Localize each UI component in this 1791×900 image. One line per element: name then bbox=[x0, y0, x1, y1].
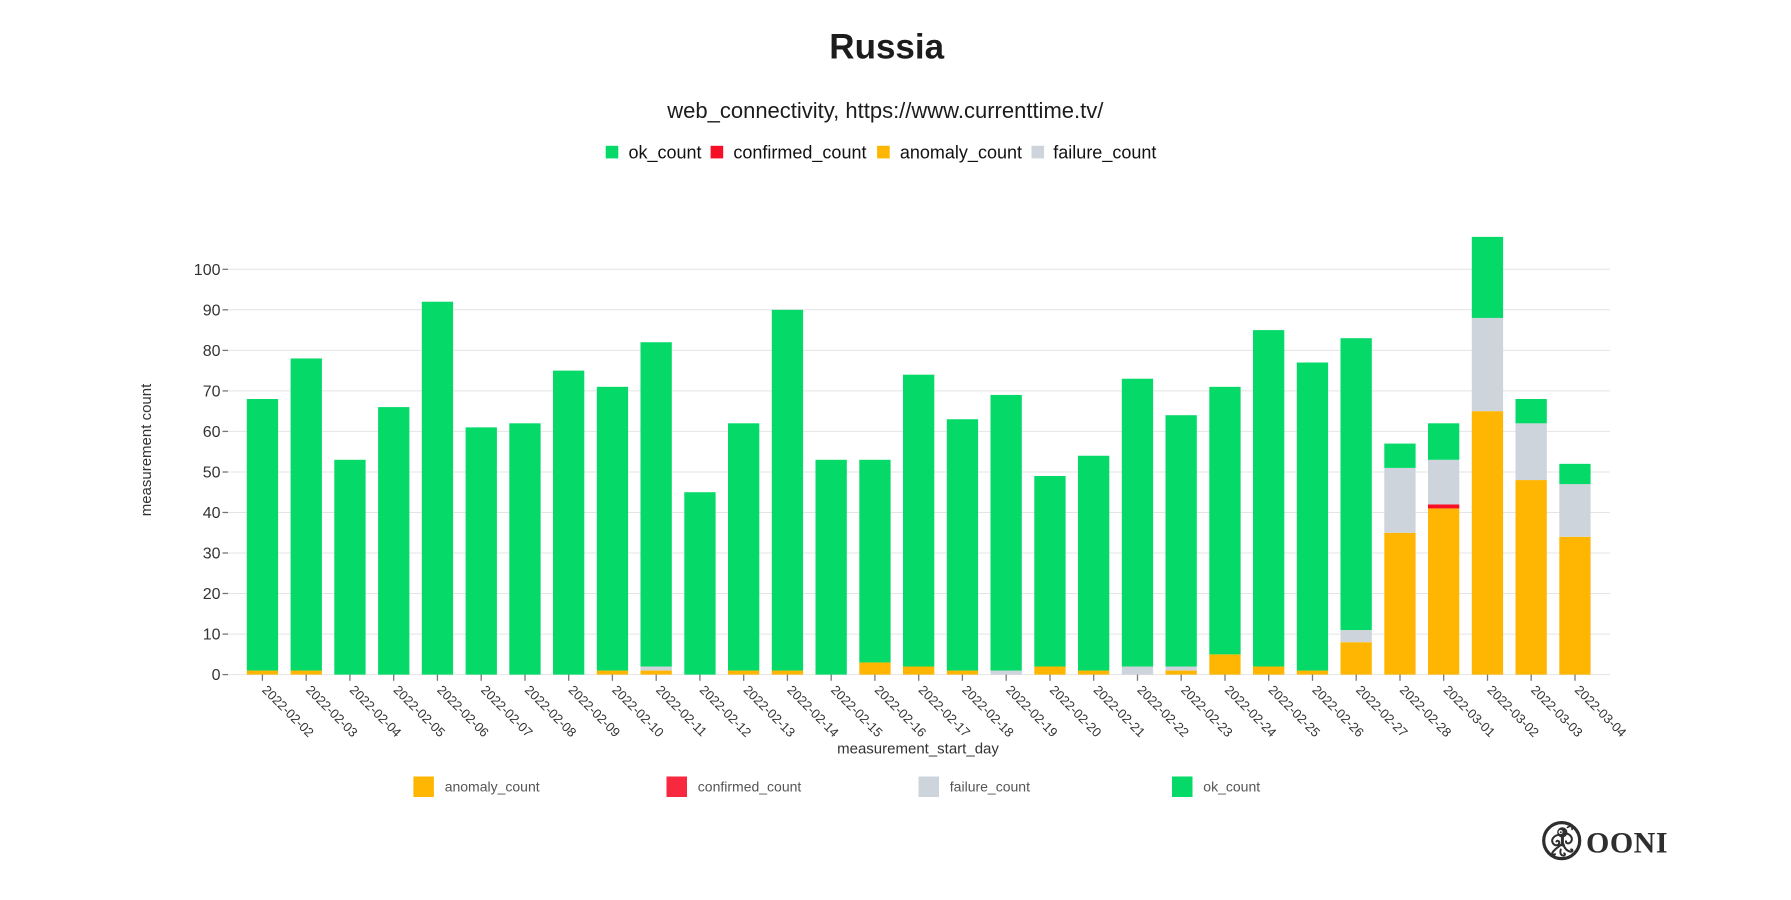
svg-text:failure_count: failure_count bbox=[1053, 142, 1156, 163]
svg-text:measurement count: measurement count bbox=[138, 383, 155, 516]
svg-text:web_connectivity, https://www.: web_connectivity, https://www.currenttim… bbox=[666, 98, 1104, 123]
svg-text:anomaly_count: anomaly_count bbox=[445, 779, 540, 795]
svg-text:80: 80 bbox=[203, 343, 221, 360]
svg-text:20: 20 bbox=[203, 586, 221, 603]
svg-text:confirmed_count: confirmed_count bbox=[698, 779, 802, 795]
svg-text:60: 60 bbox=[203, 424, 221, 441]
svg-text:ok_count: ok_count bbox=[629, 142, 702, 163]
svg-text:10: 10 bbox=[203, 627, 221, 644]
svg-text:failure_count: failure_count bbox=[950, 779, 1030, 795]
svg-text:50: 50 bbox=[203, 465, 221, 482]
svg-text:30: 30 bbox=[203, 546, 221, 563]
svg-text:ok_count: ok_count bbox=[1203, 779, 1260, 795]
svg-text:measurement_start_day: measurement_start_day bbox=[837, 741, 999, 758]
svg-text:anomaly_count: anomaly_count bbox=[900, 142, 1022, 163]
svg-text:OONI: OONI bbox=[1586, 826, 1668, 859]
svg-text:confirmed_count: confirmed_count bbox=[733, 142, 866, 163]
svg-text:0: 0 bbox=[212, 667, 221, 684]
svg-text:70: 70 bbox=[203, 384, 221, 401]
svg-text:Russia: Russia bbox=[829, 28, 944, 67]
svg-text:100: 100 bbox=[194, 262, 221, 279]
svg-text:90: 90 bbox=[203, 302, 221, 319]
svg-text:40: 40 bbox=[203, 505, 221, 522]
